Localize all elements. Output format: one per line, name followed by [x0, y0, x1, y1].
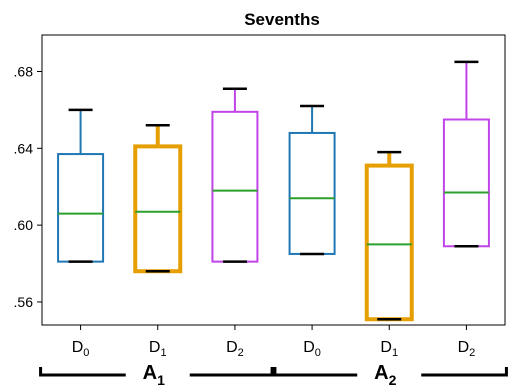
group-label: A2 — [374, 362, 396, 387]
x-tick-label: D0 — [303, 339, 321, 359]
box-body — [288, 131, 336, 255]
x-tick-label: D1 — [380, 339, 398, 359]
x-tick-label: D1 — [149, 339, 167, 359]
x-axis-labels: D0 D1 D2 D0 D1 D2 — [72, 325, 476, 359]
box-body — [133, 144, 183, 274]
group-labels: A1 A2 — [39, 362, 508, 387]
box-body — [364, 163, 414, 322]
x-tick-label: D2 — [226, 339, 244, 359]
box-body — [442, 118, 490, 248]
boxes — [57, 60, 490, 322]
y-tick-label: .56 — [14, 294, 34, 310]
group-bracket-0: A1 — [39, 362, 277, 387]
box-1 — [133, 124, 183, 274]
group-label: A1 — [143, 362, 165, 387]
box-4 — [364, 150, 414, 322]
y-axis: .56 .60 .64 .68 — [14, 63, 42, 310]
y-tick-label: .64 — [14, 140, 34, 156]
box-body — [211, 110, 259, 263]
box-0 — [57, 108, 105, 263]
y-tick-label: .68 — [14, 63, 34, 79]
group-bracket-1: A2 — [270, 362, 508, 387]
group-bracket-left — [270, 367, 358, 377]
plot-frame — [41, 34, 506, 326]
box-body — [57, 153, 105, 263]
group-bracket-right — [189, 367, 277, 377]
x-tick-label: D2 — [458, 339, 476, 359]
group-bracket-left — [39, 367, 126, 377]
box-3 — [288, 104, 336, 256]
group-bracket-right — [421, 367, 508, 377]
x-tick-label: D0 — [72, 339, 90, 359]
chart-title: Sevenths — [244, 10, 320, 29]
box-2 — [211, 87, 259, 263]
box-5 — [442, 60, 490, 248]
y-tick-label: .60 — [14, 217, 34, 233]
